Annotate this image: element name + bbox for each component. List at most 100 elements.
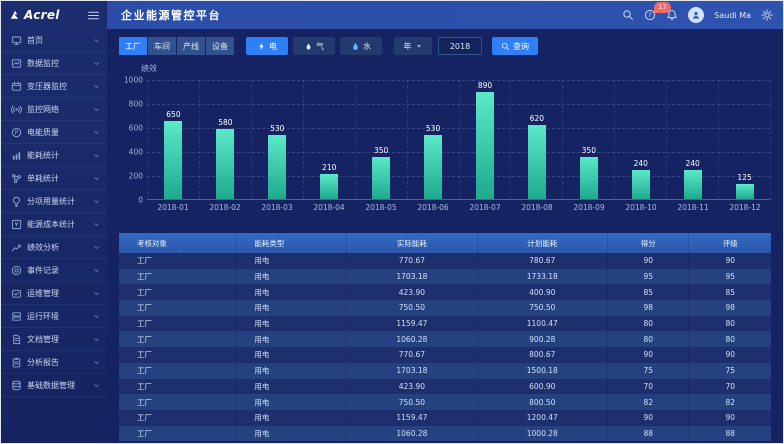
energy-tab-3[interactable]: 水 [340,37,382,55]
sidebar-item-8[interactable]: 分项用量统计 [1,190,107,213]
sidebar-item-14[interactable]: 文档管理 [1,328,107,351]
table-cell: 800.67 [478,347,608,363]
sidebar-item-label: 监控网络 [27,104,59,114]
dimension-tab-2[interactable]: 车间 [148,37,176,55]
table-cell: 90 [725,413,735,423]
header-cell: 能耗类型 [236,233,348,253]
table-cell: 90 [725,350,735,360]
sidebar-item-3[interactable]: 变压器监控 [1,75,107,98]
table-cell: 95 [725,272,735,282]
table-cell: 750.50 [347,394,478,410]
bar-group: 240 [666,80,718,199]
table-row[interactable]: 工厂 用电 1159.47 1200.47 90 90 [119,409,771,426]
bar-group: 240 [614,80,666,199]
table-cell: 80 [725,334,735,344]
search-icon[interactable] [622,9,634,21]
table-row[interactable]: 工厂 用电 770.67 780.67 90 90 [119,253,771,269]
notification-badge: 17 [654,2,671,13]
table-cell: 1060.28 [347,331,478,348]
table-cell: 工厂 [119,394,237,410]
maintenance-icon [11,288,22,299]
table-row[interactable]: 工厂 用电 423.90 600.90 70 70 [119,378,771,395]
period-select[interactable]: 年 [394,37,432,55]
sidebar-item-11[interactable]: 事件记录 [1,259,107,282]
avatar[interactable] [688,7,705,23]
power-quality-icon: P [11,127,22,138]
table-cell: 用电 [236,425,348,442]
sidebar-item-9[interactable]: ¥ 能源成本统计 [1,213,107,236]
table-cell: 用电 [236,362,348,379]
energy-stats-icon [11,150,22,161]
sidebar-item-label: 变压器监控 [27,81,67,91]
sidebar-item-12[interactable]: 运维管理 [1,282,107,305]
x-tick-label: 2018-06 [417,203,449,212]
bar-2018-11: 240 [683,159,702,199]
table-row[interactable]: 工厂 用电 423.90 400.90 85 85 [119,284,771,301]
energy-tab-label: 水 [363,41,371,51]
help-icon[interactable]: ? [644,9,656,21]
table-cell: 1100.47 [478,315,608,332]
bar-group: 580 [198,80,251,199]
bar-value-label: 530 [270,124,285,134]
sidebar-item-label: 电能质量 [27,127,59,137]
sidebar-item-15[interactable]: 分析报告 [1,351,107,374]
table-cell: 用电 [236,409,348,426]
energy-tab-1[interactable]: 电 [246,37,288,55]
energy-cost-icon: ¥ [11,219,22,230]
sidebar-header: Acrel [1,1,107,29]
table-row[interactable]: 工厂 用电 1060.28 900.28 80 80 [119,331,771,348]
x-tick-label: 2018-10 [625,203,657,212]
bar-2018-01: 650 [164,110,183,199]
dimension-tab-3[interactable]: 产线 [177,37,205,55]
sidebar-item-4[interactable]: 监控网络 [1,98,107,121]
table-row[interactable]: 工厂 用电 1703.18 1500.18 75 75 [119,362,771,379]
table-row[interactable]: 工厂 用电 1703.18 1733.18 95 95 [119,268,771,285]
chevron-down-icon [92,381,101,390]
sidebar-item-label: 绩效分析 [27,242,59,252]
sidebar-item-label: 数据监控 [27,58,59,68]
table-cell: 用电 [236,284,348,301]
topbar-actions: ? 17 Saudi Ma [622,2,773,23]
sidebar-item-label: 运行环境 [27,311,59,321]
sidebar-item-label: 能耗统计 [27,150,59,160]
event-record-icon [11,265,22,276]
header-cell: 评级 [722,238,738,248]
sidebar-item-16[interactable]: 基础数据管理 [1,374,107,397]
year-input[interactable] [438,37,482,55]
gear-icon[interactable] [761,9,773,21]
table-row[interactable]: 工厂 用电 750.50 800.50 82 82 [119,394,771,410]
bar-value-label: 125 [737,173,752,182]
sidebar-item-2[interactable]: 数据监控 [1,52,107,75]
page-title: 企业能源管控平台 [121,9,221,22]
table-cell: 75 [725,366,735,376]
dimension-tab-4[interactable]: 设备 [206,37,234,55]
notifications-button[interactable]: 17 [654,2,678,21]
chevron-down-icon [92,220,101,229]
table-row[interactable]: 工厂 用电 1060.28 1000.28 88 88 [119,425,771,442]
environment-icon [11,311,22,322]
chevron-down-icon [92,266,101,275]
sidebar-item-13[interactable]: 运行环境 [1,305,107,328]
gridline [147,104,770,105]
query-button[interactable]: 查询 [492,37,538,55]
sidebar-item-5[interactable]: P 电能质量 [1,121,107,144]
sidebar-item-label: 能源成本统计 [27,219,75,229]
bar-group: 350 [354,80,407,199]
table-row[interactable]: 工厂 用电 1159.47 1100.47 80 80 [119,315,771,332]
energy-tab-2[interactable]: 气 [293,37,335,55]
sidebar-item-1[interactable]: 首页 [1,29,107,52]
sidebar-item-6[interactable]: 能耗统计 [1,144,107,167]
table-row[interactable]: 工厂 用电 770.67 800.67 90 90 [119,347,771,363]
bar-2018-05: 350 [372,146,391,199]
y-tick-label: 200 [128,171,143,181]
chevron-down-icon [92,197,101,206]
energy-tabs: 电气 水 [246,37,382,55]
table-row[interactable]: 工厂 用电 750.50 750.50 98 98 [119,300,771,316]
table-cell: 90 [608,409,690,426]
sidebar-item-10[interactable]: 绩效分析 [1,236,107,259]
sidebar-item-7[interactable]: 单耗统计 [1,167,107,190]
dimension-tab-1[interactable]: 工厂 [119,37,147,55]
table-cell: 400.90 [478,284,608,301]
x-axis: 2018-01 2018-02 2018-03 2018-04 2018-05 2018-… [147,203,771,212]
hamburger-menu-icon[interactable] [87,9,100,22]
